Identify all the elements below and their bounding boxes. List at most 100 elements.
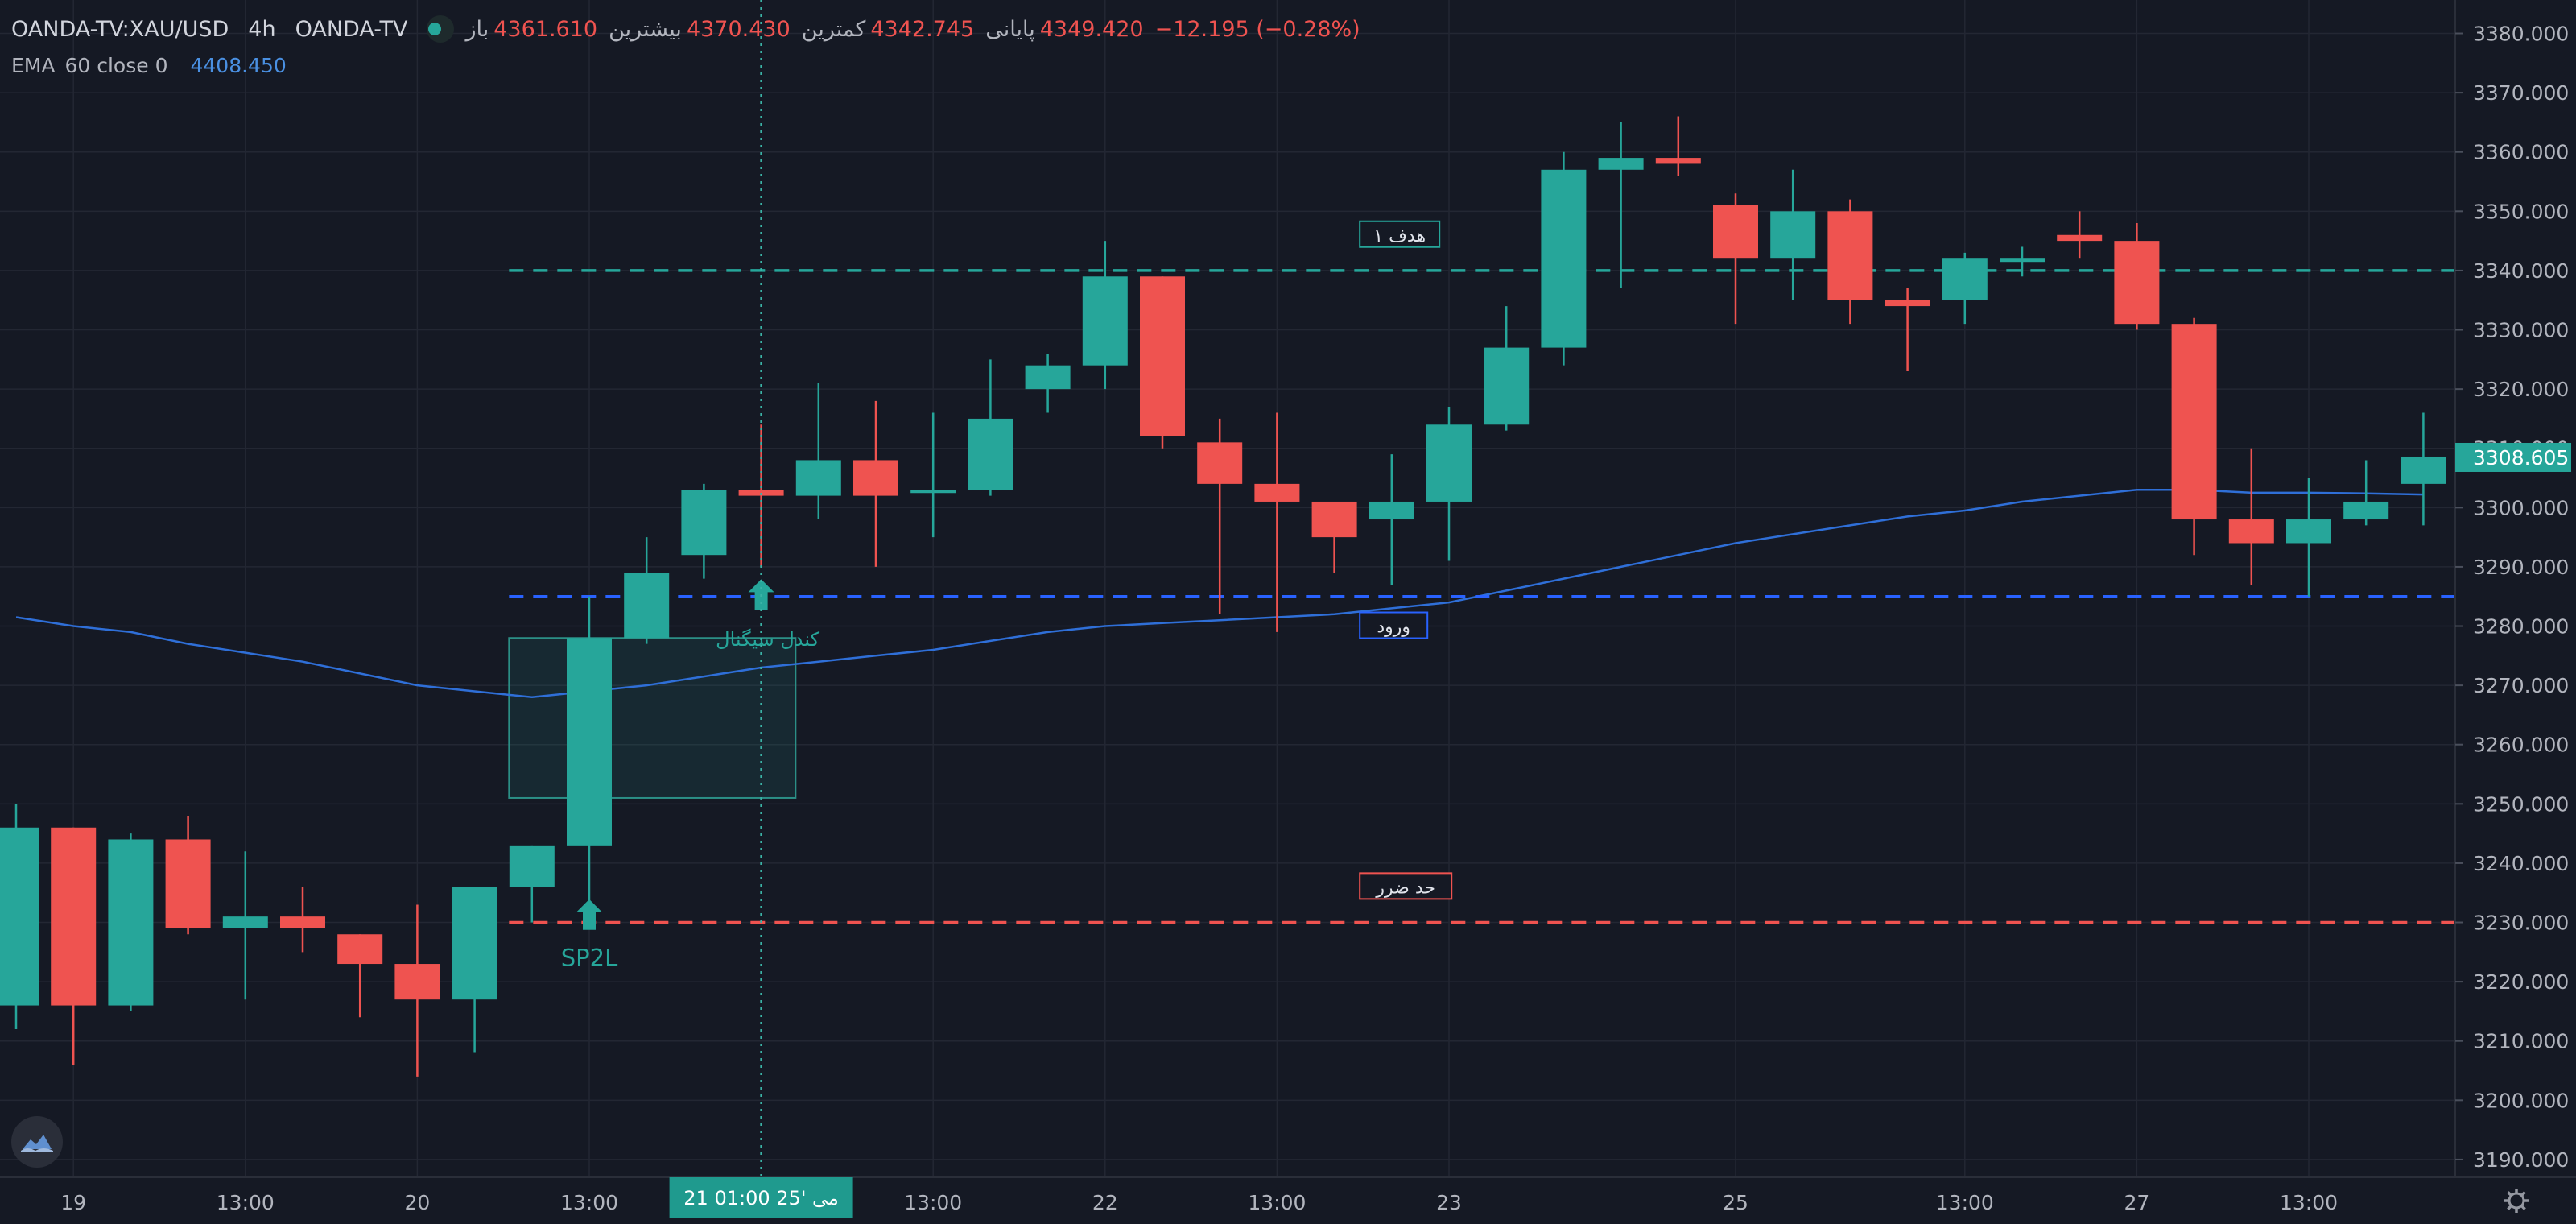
last-price-badge[interactable] [2455, 442, 2571, 472]
candle[interactable] [1082, 241, 1128, 390]
low-value: 4342.745 [870, 16, 975, 42]
time-tick-label: 13:00 [1936, 1191, 1994, 1214]
gear-icon[interactable] [2504, 1189, 2529, 1213]
time-tick-label: 25 [1723, 1191, 1748, 1214]
market-status-icon[interactable] [427, 15, 455, 43]
candle-body [394, 964, 440, 1000]
candle[interactable] [681, 483, 727, 579]
candle-body [1942, 258, 1988, 300]
candle[interactable] [165, 816, 211, 935]
time-tick-label: 27 [2124, 1191, 2149, 1214]
candle-body [1541, 169, 1587, 348]
time-axis-background [0, 1177, 2576, 1224]
close-label: پایانی [985, 16, 1035, 42]
candles-layer[interactable] [0, 116, 2446, 1077]
time-tick-label: 23 [1436, 1191, 1462, 1214]
candle-body [1713, 205, 1758, 259]
candle[interactable] [795, 382, 841, 520]
price-tick-label: 3320.000 [2473, 378, 2569, 401]
candle[interactable] [1827, 199, 1873, 325]
candle[interactable] [1311, 501, 1357, 573]
signal-candle-label: کندل سیگنال [716, 628, 820, 651]
candle[interactable] [853, 400, 898, 567]
indicator-legend[interactable]: EMA 60 close 0 4408.450 [11, 50, 296, 81]
candle[interactable] [1197, 418, 1243, 614]
candle-body [337, 934, 383, 965]
candle-body [910, 490, 956, 494]
candle[interactable] [2171, 317, 2217, 556]
candle[interactable] [1025, 353, 1071, 413]
ema-line [15, 488, 2424, 699]
price-tick-label: 3280.000 [2473, 615, 2569, 639]
candle[interactable] [2343, 460, 2389, 526]
candle[interactable] [1655, 116, 1701, 176]
candle[interactable] [1885, 288, 1930, 372]
candle[interactable] [1484, 306, 1530, 431]
candle[interactable] [452, 887, 497, 1053]
price-tick-label: 3220.000 [2473, 970, 2569, 994]
candle-body [1025, 365, 1071, 390]
price-tick-label: 3330.000 [2473, 319, 2569, 342]
tradingview-cloud-icon[interactable] [11, 1116, 63, 1168]
candle[interactable] [968, 359, 1013, 496]
open-label: باز [465, 16, 489, 42]
candle[interactable] [1426, 407, 1472, 561]
stop-loss-label: حد ضرر [1375, 878, 1435, 898]
candle[interactable] [280, 887, 325, 953]
candle-body [795, 460, 841, 496]
candle[interactable] [624, 537, 670, 644]
price-tick-label: 3190.000 [2473, 1148, 2569, 1172]
candle[interactable] [1541, 151, 1587, 366]
candle[interactable] [2114, 223, 2160, 330]
candle[interactable] [1770, 169, 1816, 300]
target-1-label: هدف ۱ [1373, 226, 1426, 246]
candle-body [968, 418, 1013, 490]
candle[interactable] [1140, 276, 1185, 449]
candle-body [1368, 501, 1414, 520]
symbol-name[interactable]: OANDA-TV:XAU/USD [11, 16, 229, 42]
time-tick-label: 22 [1092, 1191, 1118, 1214]
candle[interactable] [738, 424, 784, 567]
candle[interactable] [2286, 478, 2331, 597]
interval-label[interactable]: 4h [248, 16, 276, 42]
last-price-label: 3308.605 [2473, 446, 2569, 469]
time-axis[interactable]: 19 13:00 20 13:00 13:00 22 13:00 23 25 13:00 27 13:… [0, 1176, 2576, 1224]
candle[interactable] [567, 596, 612, 911]
candle[interactable] [910, 412, 956, 538]
candle[interactable] [2228, 448, 2274, 585]
candle-body [2057, 234, 2103, 242]
source-label: OANDA-TV [295, 16, 408, 42]
candle[interactable] [2401, 412, 2446, 526]
price-tick-label: 3250.000 [2473, 792, 2569, 816]
close-value: 4349.420 [1039, 16, 1144, 42]
candle[interactable] [337, 934, 383, 1018]
candle[interactable] [0, 804, 39, 1029]
candle[interactable] [394, 904, 440, 1077]
candle[interactable] [1713, 193, 1758, 325]
candle-body [509, 845, 555, 887]
price-tick-label: 3340.000 [2473, 259, 2569, 283]
candle-body [222, 916, 268, 928]
indicator-name: EMA [11, 53, 56, 77]
price-tick-label: 3200.000 [2473, 1089, 2569, 1112]
time-tick-label: 13:00 [904, 1191, 962, 1214]
candle[interactable] [2057, 211, 2103, 259]
candle-body [738, 490, 784, 496]
annotations-layer: کندل سیگنال SP2L [561, 579, 820, 972]
candle[interactable] [108, 833, 154, 1011]
indicator-value: 4408.450 [190, 53, 287, 77]
candle[interactable] [1254, 412, 1300, 632]
candle[interactable] [1598, 122, 1644, 288]
candle[interactable] [2000, 246, 2045, 277]
time-tick-label: 13:00 [560, 1191, 618, 1214]
candle[interactable] [1942, 252, 1988, 325]
crosshair-time-label: 21 می '25 01:00 [683, 1187, 839, 1210]
candle[interactable] [222, 851, 268, 1000]
candle[interactable] [51, 827, 97, 1065]
candle[interactable] [1368, 454, 1414, 585]
low-label: کمترین [801, 16, 866, 42]
price-axis[interactable]: 3190.000 3200.000 3210.000 3220.000 3230.000… [2454, 0, 2576, 1224]
candle[interactable] [509, 845, 555, 923]
entry-label-box [1359, 611, 1429, 639]
